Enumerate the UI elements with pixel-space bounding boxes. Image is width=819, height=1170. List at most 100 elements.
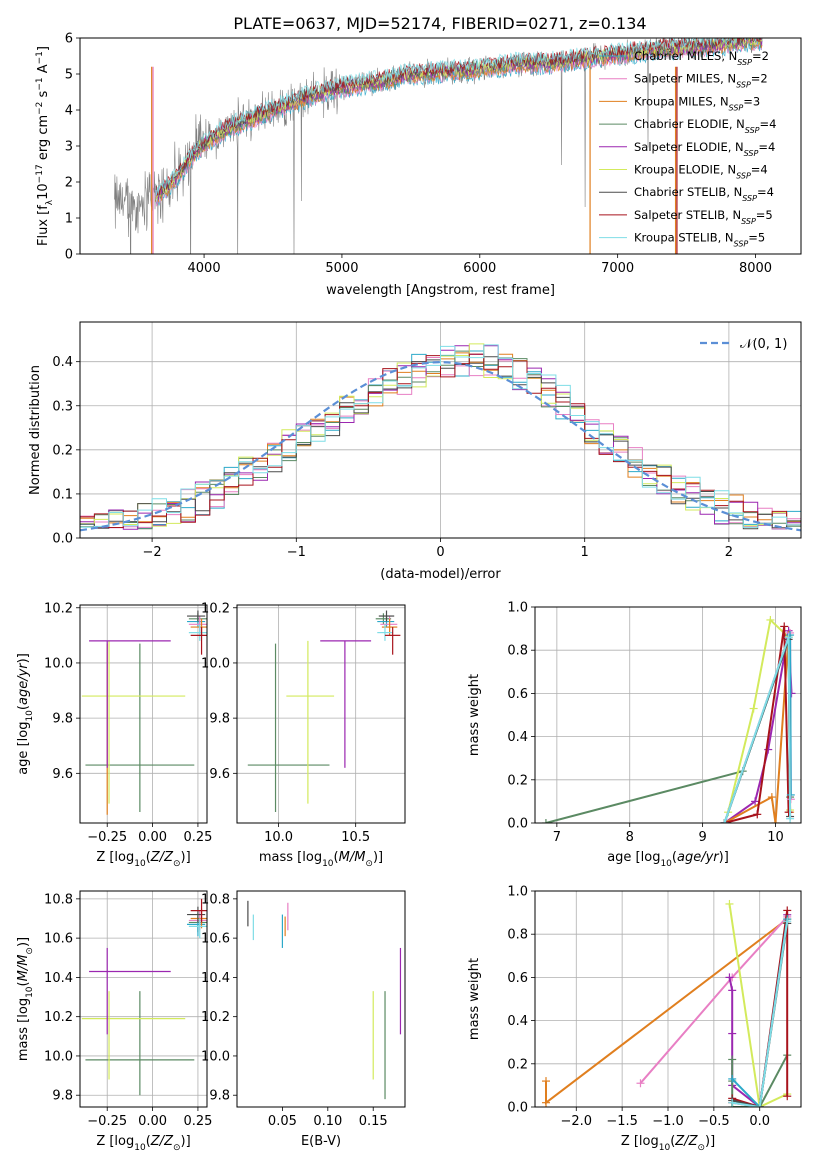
age_vs_Z-plot [81, 610, 207, 815]
x-tick-label: 5000 [325, 261, 358, 276]
y-tick-label: 1.0 [507, 601, 528, 616]
x-tick-label: 1 [581, 545, 589, 560]
y-tick-label: 9.6 [209, 767, 230, 782]
legend-label: Salpeter ELODIE, NSSP=4 [634, 140, 775, 158]
legend-label: Salpeter MILES, NSSP=2 [634, 72, 768, 90]
x-tick-label: −1.5 [606, 1114, 638, 1129]
age_vs_mass-plot [247, 610, 401, 812]
residuals-panel: −2 −1 0 1 2 0.0 0.1 0.2 0.3 0.4 𝒩(0, 1) (data-model… [28, 321, 802, 582]
y-tick-label: 10.2 [44, 1010, 73, 1025]
y-tick-label: 0.4 [52, 355, 73, 370]
mass_vs_ebv-plot [247, 900, 402, 1100]
y-tick-label: 0.0 [507, 817, 528, 832]
weight-line [724, 626, 790, 823]
y-tick-label: 10.4 [44, 971, 73, 986]
x-tick-label: 0.10 [313, 1114, 342, 1129]
x-axis-label: mass [log10(M/M⊙)] [259, 850, 383, 869]
x-tick-label: 7 [553, 830, 561, 845]
y-tick-label: 10.0 [201, 1049, 230, 1064]
x-tick-label: 0.25 [183, 1114, 212, 1129]
figure-title: PLATE=0637, MJD=52174, FIBERID=0271, z=0… [233, 14, 646, 33]
y-tick-label: 10.0 [44, 1049, 73, 1064]
x-tick-label: 8000 [739, 261, 772, 276]
y-tick-label: 10.0 [201, 656, 230, 671]
x-tick-label: 0.00 [138, 830, 167, 845]
model-spectrum-line [155, 38, 763, 196]
residuals-plot [80, 343, 801, 532]
legend-label: 𝒩(0, 1) [740, 337, 787, 352]
histogram-series [80, 353, 801, 528]
axes-frame [79, 890, 208, 1108]
x-axis-label: Z [log10(Z/Z⊙)] [621, 1134, 715, 1153]
y-tick-label: 2 [65, 176, 73, 191]
x-tick-label: −0.25 [87, 830, 127, 845]
x-tick-label: −0.25 [87, 1114, 127, 1129]
y-tick-label: 10.2 [201, 601, 230, 616]
model-spectrum-line [155, 38, 761, 196]
x-axis-label: wavelength [Angstrom, rest frame] [326, 283, 555, 298]
x-tick-label: 0 [436, 545, 444, 560]
y-tick-label: 0.0 [52, 532, 73, 547]
weight_vs_Z-plot [542, 899, 792, 1107]
legend-label: Chabrier STELIB, NSSP=4 [634, 185, 774, 203]
x-tick-label: −1.0 [652, 1114, 684, 1129]
y-tick-label: 0.1 [52, 487, 73, 502]
y-tick-label: 0.2 [52, 443, 73, 458]
y-tick-label: 9.8 [52, 712, 73, 727]
x-tick-label: 10.5 [341, 830, 370, 845]
x-tick-label: 0.05 [268, 1114, 297, 1129]
y-tick-label: 10.6 [201, 932, 230, 947]
histogram-series [80, 344, 801, 528]
x-tick-label: 10.0 [264, 830, 293, 845]
x-tick-label: 2 [725, 545, 733, 560]
x-tick-label: 6000 [463, 261, 496, 276]
weight-line [545, 916, 789, 1107]
y-tick-label: 10.8 [44, 892, 73, 907]
x-axis-label: Z [log10(Z/Z⊙)] [96, 850, 190, 869]
x-tick-label: 9 [698, 830, 706, 845]
x-tick-label: −2.0 [560, 1114, 592, 1129]
y-axis-label: mass weight [467, 958, 482, 1040]
y-tick-label: 0.6 [507, 971, 528, 986]
x-axis-label: Z [log10(Z/Z⊙)] [96, 1134, 190, 1153]
y-tick-label: 10.8 [201, 892, 230, 907]
y-tick-label: 1.0 [507, 885, 528, 900]
y-tick-label: 0.2 [507, 1057, 528, 1072]
weight-line [731, 1054, 789, 1107]
x-tick-label: −1 [287, 545, 306, 560]
spectrum-panel: 4000 5000 6000 7000 8000 0 1 2 3 4 5 6 Chabrier MILE… [35, 32, 802, 298]
y-tick-label: 10.2 [201, 1010, 230, 1025]
y-tick-label: 9.8 [209, 1089, 230, 1104]
y-tick-label: 9.6 [52, 767, 73, 782]
x-tick-label: 7000 [601, 261, 634, 276]
axes-frame [236, 604, 406, 824]
legend-label: Kroupa STELIB, NSSP=5 [634, 231, 765, 249]
axes-frame [534, 606, 802, 824]
axes-frame [79, 604, 208, 824]
weight-line [728, 914, 789, 1107]
y-tick-label: 3 [65, 140, 73, 155]
x-tick-label: 0.00 [138, 1114, 167, 1129]
y-tick-label: 5 [65, 68, 73, 83]
y-tick-label: 9.8 [52, 1089, 73, 1104]
x-tick-label: −0.5 [698, 1114, 730, 1129]
model-spectrum-line [155, 38, 763, 201]
y-tick-label: 0.3 [52, 399, 73, 414]
legend-label: Kroupa MILES, NSSP=3 [634, 94, 760, 112]
legend-label: Salpeter STELIB, NSSP=5 [634, 208, 773, 226]
x-axis-label: age [log10(age/yr)] [607, 850, 729, 869]
y-tick-label: 0.6 [507, 687, 528, 702]
mass_vs_Z-panel: −0.25 0.00 0.25 9.8 10.0 10.2 10.4 10.6 10.8 Z [l… [16, 890, 212, 1153]
spectrum-legend: Chabrier MILES, NSSP=2 Salpeter MILES, NS… [599, 49, 776, 248]
legend-label: Kroupa ELODIE, NSSP=4 [634, 163, 768, 181]
age_vs_Z-panel: −0.25 0.00 0.25 9.6 9.8 10.0 10.2 Z [log10(Z/Z⊙… [16, 601, 212, 869]
y-axis-label: Normed distribution [28, 365, 43, 495]
y-tick-label: 6 [65, 32, 73, 47]
x-tick-label: 4000 [188, 261, 221, 276]
y-tick-label: 10.2 [44, 601, 73, 616]
legend-label: Chabrier ELODIE, NSSP=4 [634, 117, 776, 135]
axes-frame [236, 890, 406, 1108]
y-tick-label: 0.0 [507, 1101, 528, 1116]
x-tick-label: −2 [143, 545, 162, 560]
legend-label: Chabrier MILES, NSSP=2 [634, 49, 769, 67]
